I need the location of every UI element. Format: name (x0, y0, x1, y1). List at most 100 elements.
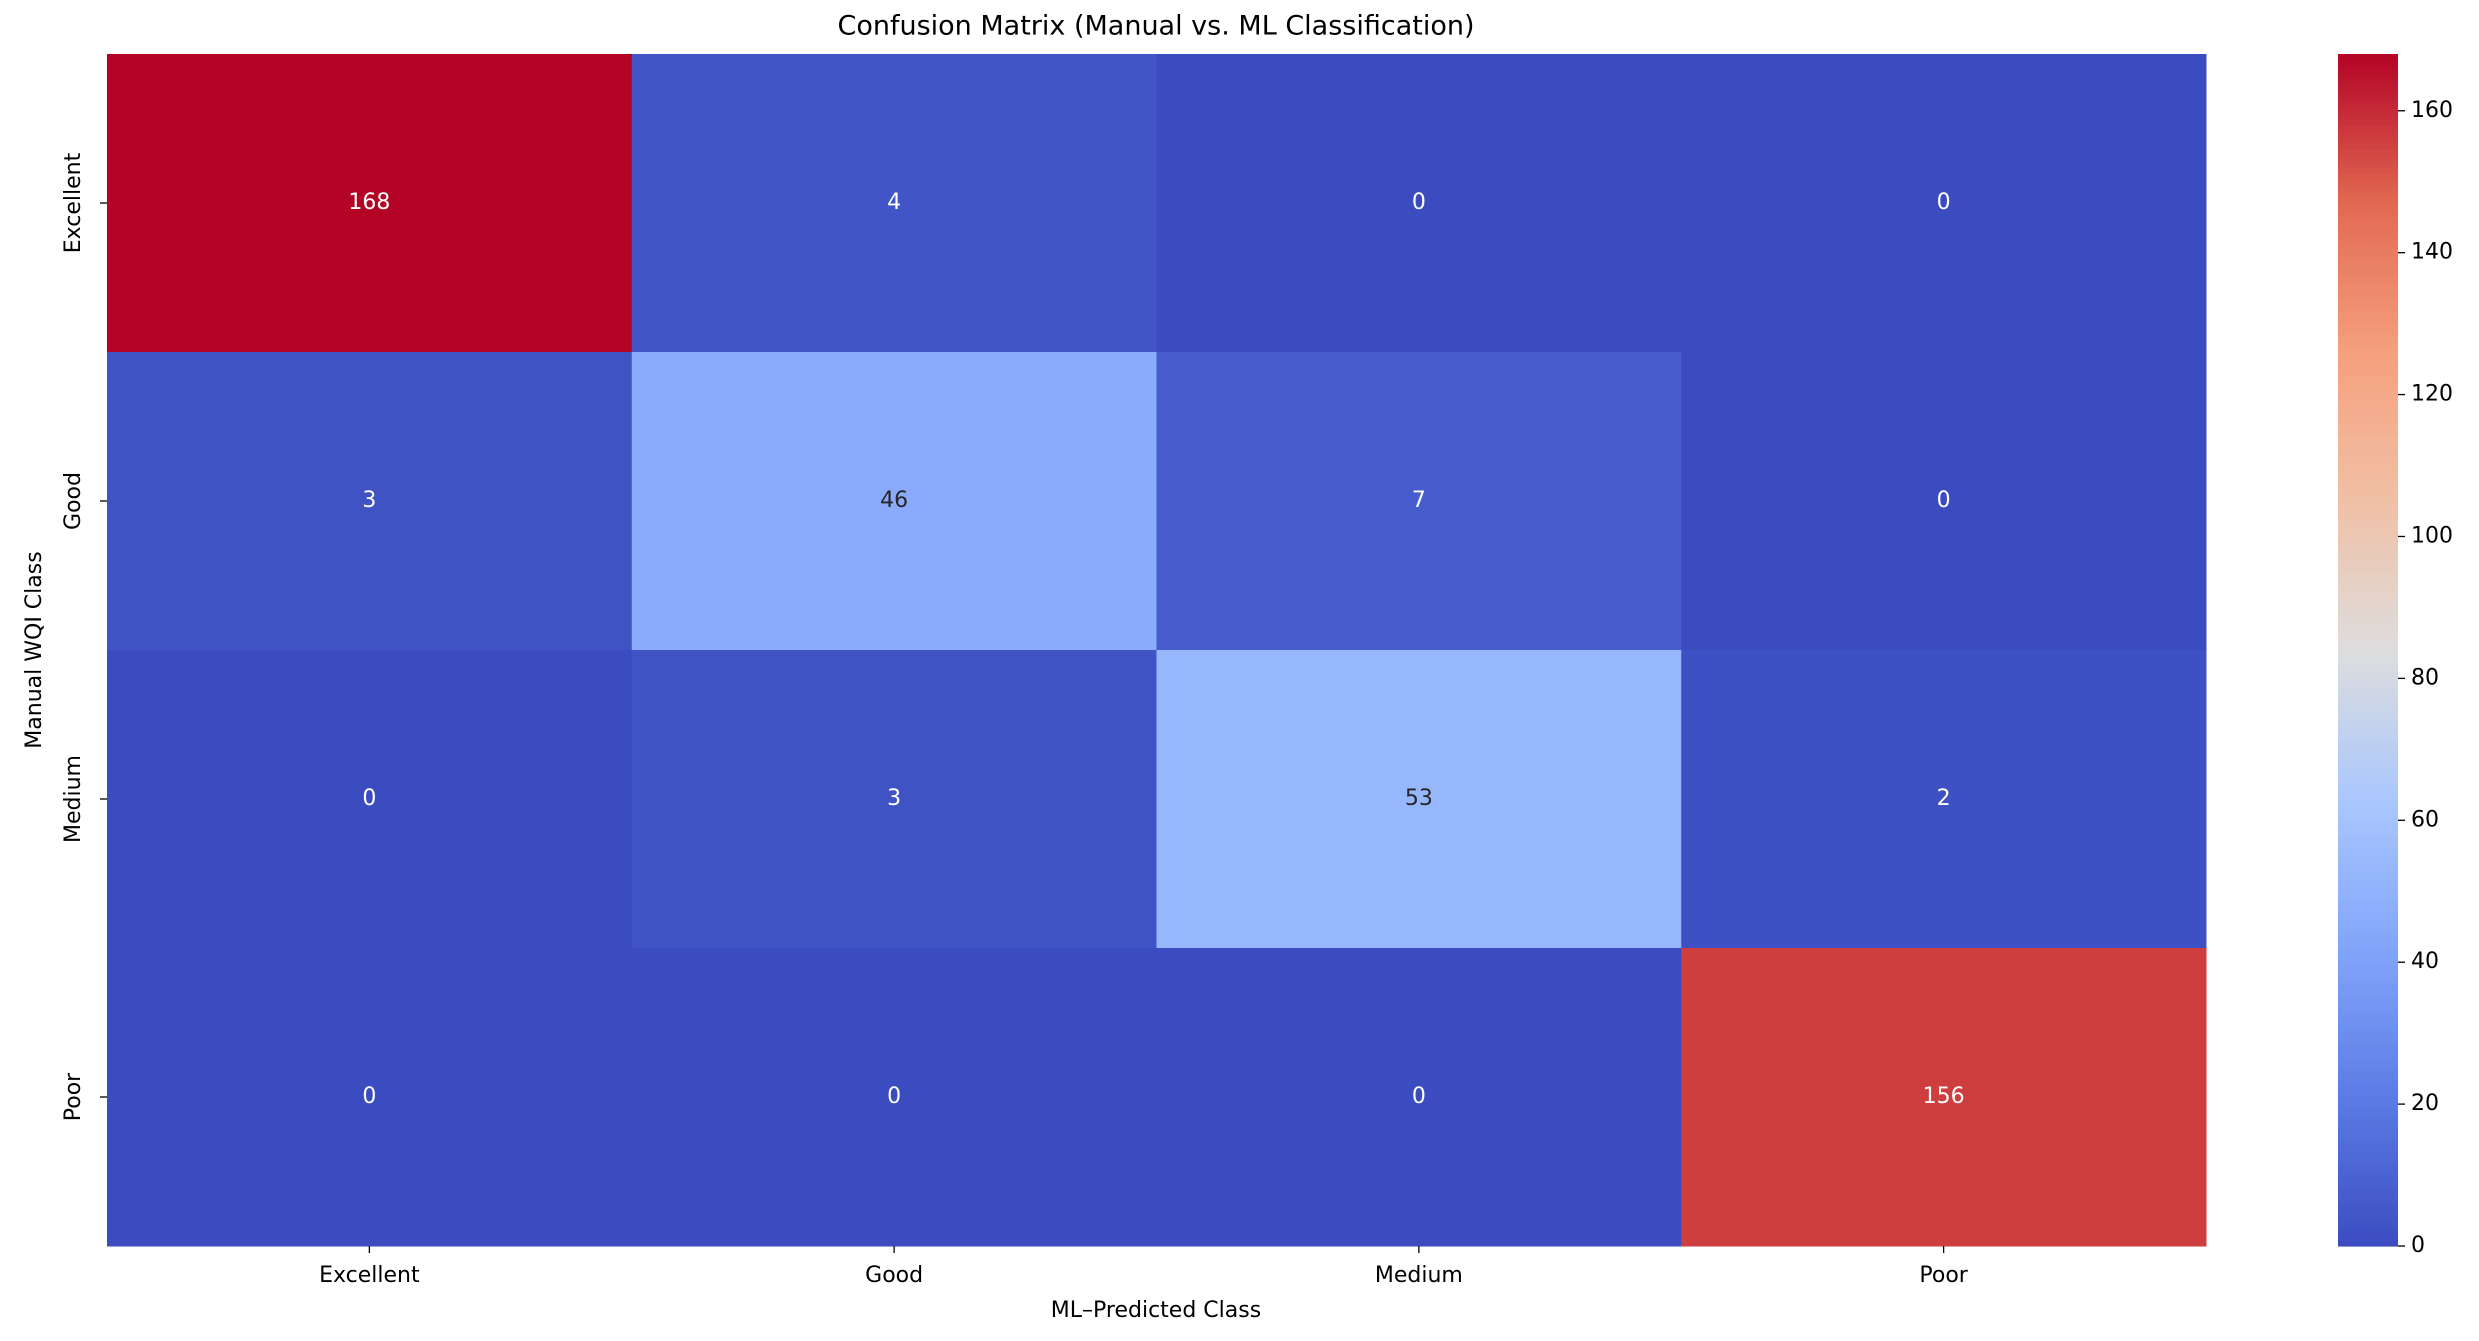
colorbar-segment (2338, 751, 2398, 758)
colorbar-segment (2338, 274, 2398, 282)
colorbar-segment (2338, 846, 2398, 854)
colorbar-segment (2338, 781, 2398, 788)
colorbar-segment (2338, 298, 2398, 305)
colorbar-segment (2338, 435, 2398, 442)
colorbar-segment (2338, 810, 2398, 818)
colorbar-segment (2338, 1162, 2398, 1170)
colorbar-tick-label: 120 (2411, 382, 2453, 407)
heatmap-cell (107, 352, 633, 651)
colorbar-segment (2338, 1108, 2398, 1116)
colorbar-segment (2338, 566, 2398, 574)
colorbar-segment (2338, 864, 2398, 872)
cell-label: 0 (887, 1084, 901, 1109)
colorbar-segment (2338, 185, 2398, 192)
colorbar-segment (2338, 816, 2398, 824)
colorbar-segment (2338, 489, 2398, 496)
colorbar-segment (2338, 357, 2398, 365)
colorbar-segment (2338, 1091, 2398, 1098)
colorbar-segment (2338, 787, 2398, 794)
colorbar-segment (2338, 1114, 2398, 1122)
colorbar-segment (2338, 244, 2398, 252)
colorbar-segment (2338, 316, 2398, 323)
y-tick-label: Good (61, 472, 86, 530)
heatmap-cell (631, 352, 1157, 651)
colorbar-segment (2338, 721, 2398, 729)
colorbar-segment (2338, 936, 2398, 943)
colorbar-segment (2338, 119, 2398, 127)
heatmap-cell (1156, 948, 1682, 1247)
colorbar-segment (2338, 709, 2398, 717)
colorbar-segment (2338, 161, 2398, 168)
colorbar-segment (2338, 1067, 2398, 1074)
colorbar-segment (2338, 900, 2398, 907)
colorbar-segment (2338, 626, 2398, 633)
x-tick-label: Good (865, 1263, 923, 1288)
heatmap-cell (1681, 650, 2207, 949)
colorbar-segment (2338, 208, 2398, 216)
colorbar-segment (2338, 1031, 2398, 1038)
colorbar-segment (2338, 959, 2398, 967)
colorbar-segment (2338, 769, 2398, 776)
colorbar-segment (2338, 638, 2398, 645)
colorbar-segment (2338, 542, 2398, 550)
colorbar-segment (2338, 1228, 2398, 1235)
colorbar-segment (2338, 715, 2398, 723)
colorbar-segment (2338, 775, 2398, 782)
cell-label: 4 (887, 190, 901, 215)
heatmap-cell (1156, 54, 1682, 353)
x-tick-label: Medium (1375, 1263, 1463, 1288)
colorbar-segment (2338, 1061, 2398, 1068)
colorbar-segment (2338, 894, 2398, 901)
colorbar-segment (2338, 632, 2398, 639)
colorbar-segment (2338, 977, 2398, 985)
colorbar-segment (2338, 763, 2398, 770)
colorbar-segment (2338, 876, 2398, 884)
colorbar-segment (2338, 1073, 2398, 1080)
colorbar-segment (2338, 256, 2398, 264)
colorbar-segment (2338, 262, 2398, 270)
colorbar-segment (2338, 1025, 2398, 1033)
colorbar-segment (2338, 506, 2398, 514)
colorbar-segment (2338, 930, 2398, 937)
colorbar-segment (2338, 602, 2398, 609)
colorbar-segment (2338, 310, 2398, 317)
colorbar-segment (2338, 352, 2398, 359)
colorbar-segment (2338, 113, 2398, 121)
colorbar-segment (2338, 524, 2398, 532)
colorbar-segment (2338, 459, 2398, 466)
cell-label: 7 (1412, 488, 1426, 513)
colorbar-segment (2338, 375, 2398, 383)
colorbar-segment (2338, 429, 2398, 437)
colorbar-segment (2338, 870, 2398, 878)
colorbar-segment (2338, 1204, 2398, 1211)
colorbar-segment (2338, 1007, 2398, 1015)
heatmap-cell (107, 54, 633, 353)
colorbar-segment (2338, 292, 2398, 299)
colorbar-segment (2338, 673, 2398, 681)
y-tick-label: Excellent (61, 152, 86, 253)
colorbar-segment (2338, 995, 2398, 1003)
colorbar-segment (2338, 655, 2398, 663)
colorbar-segment (2338, 852, 2398, 860)
colorbar-segment (2338, 340, 2398, 347)
heatmap-cell (1156, 650, 1682, 949)
colorbar-segment (2338, 83, 2398, 91)
cell-label: 3 (362, 488, 376, 513)
colorbar-segment (2338, 125, 2398, 133)
colorbar-segment (2338, 888, 2398, 895)
colorbar-segment (2338, 1055, 2398, 1062)
colorbar-segment (2338, 179, 2398, 186)
colorbar-segment (2338, 226, 2398, 234)
cell-label: 0 (1937, 488, 1951, 513)
cell-label: 0 (362, 786, 376, 811)
colorbar-segment (2338, 971, 2398, 979)
colorbar-segment (2338, 447, 2398, 454)
x-tick-label: Poor (1919, 1263, 1968, 1288)
colorbar-segment (2338, 858, 2398, 866)
heatmap-cell (1681, 54, 2207, 353)
colorbar-segment (2338, 1216, 2398, 1223)
colorbar-segment (2338, 477, 2398, 484)
colorbar-segment (2338, 232, 2398, 240)
colorbar-segment (2338, 924, 2398, 931)
